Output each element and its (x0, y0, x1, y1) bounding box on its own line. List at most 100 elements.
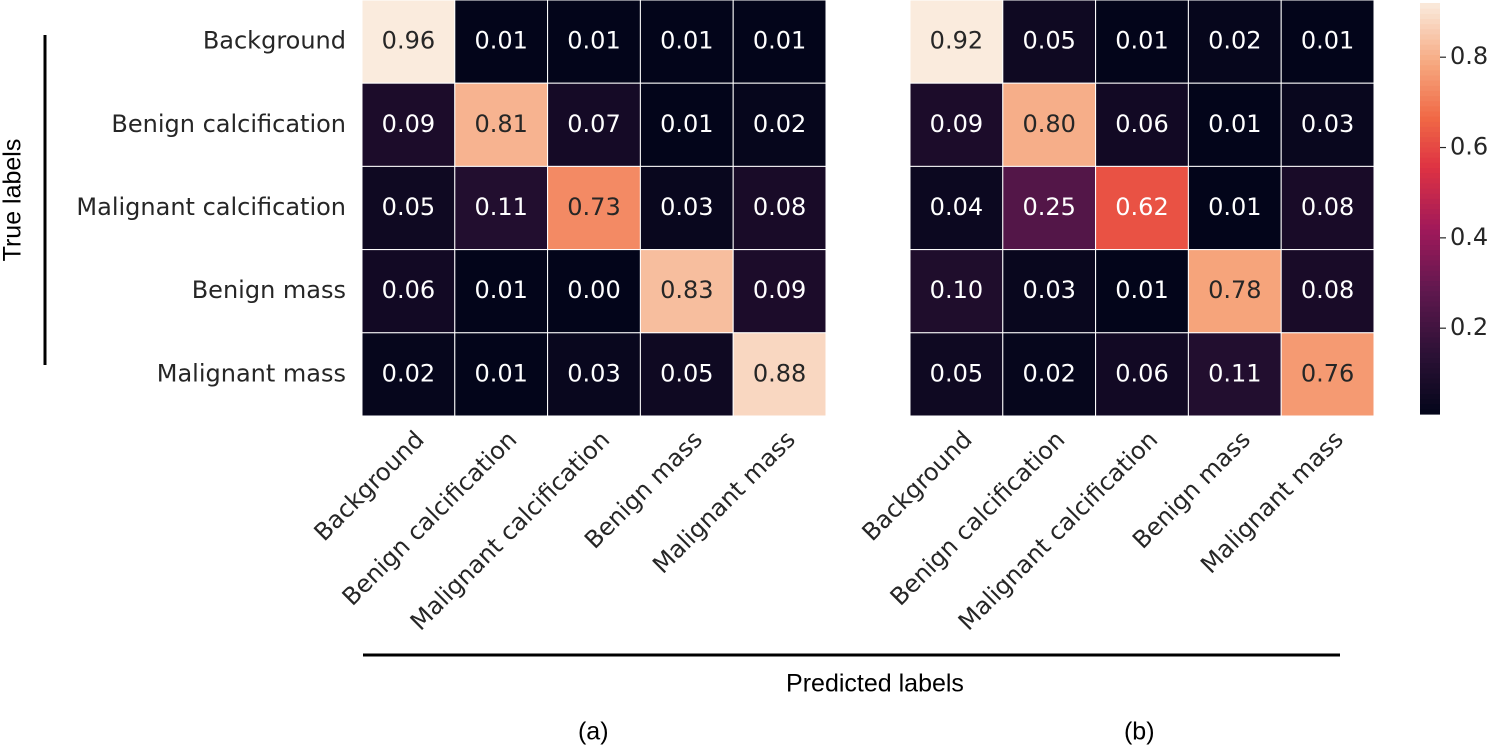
heatmap-cell (1095, 82, 1189, 167)
colorbar-step (1420, 306, 1440, 312)
cell-label: 0.01 (474, 359, 527, 387)
colorbar-tick-label: 0.2 (1450, 313, 1488, 341)
cell-label: 0.62 (1115, 193, 1168, 221)
heatmap-cell (1187, 332, 1282, 417)
heatmap-cell (454, 249, 549, 334)
colorbar-tick-label: 0.8 (1450, 42, 1488, 70)
heatmap-cell (1280, 249, 1375, 334)
colorbar-step (1420, 105, 1440, 112)
colorbar-step (1420, 23, 1440, 30)
colorbar-step (1420, 85, 1440, 91)
colorbar-step (1420, 172, 1440, 179)
heatmap-cell (732, 332, 827, 417)
colorbar-step (1420, 300, 1440, 307)
cell-label: 0.73 (567, 193, 620, 221)
heatmap-cell (909, 165, 1004, 251)
heatmap-cell (639, 332, 734, 417)
cell-label: 0.02 (1208, 27, 1261, 55)
cell-label: 0.05 (930, 359, 983, 387)
cell-label: 0.01 (1115, 27, 1168, 55)
colorbar-step (1420, 33, 1440, 40)
cell-label: 0.96 (382, 27, 435, 55)
heatmap-cell (547, 249, 641, 334)
cell-label: 0.01 (1208, 110, 1261, 138)
colorbar-step (1420, 218, 1440, 225)
cell-label: 0.05 (660, 359, 713, 387)
colorbar-step (1420, 367, 1440, 374)
cell-label: 0.01 (474, 276, 527, 304)
cell-label: 0.03 (660, 193, 713, 221)
caption: (a) (578, 718, 609, 746)
heatmap-cell (909, 82, 1004, 167)
colorbar-step (1420, 136, 1440, 143)
cell-label: 0.80 (1022, 110, 1075, 138)
heatmap-cell (732, 249, 827, 334)
colorbar-step (1420, 259, 1440, 266)
colorbar-step (1420, 121, 1440, 127)
heatmap-cell (547, 82, 641, 167)
heatmap-cell (1187, 249, 1282, 334)
colorbar-step (1420, 408, 1440, 415)
caption: (b) (1124, 718, 1155, 746)
heatmap-cell (639, 82, 734, 167)
cell-label: 0.02 (382, 359, 435, 387)
colorbar-step (1420, 177, 1440, 184)
colorbar-step (1420, 352, 1440, 359)
colorbar-step (1420, 193, 1440, 199)
cell-label: 0.81 (474, 110, 527, 138)
heatmap-cell (1095, 249, 1189, 334)
colorbar-step (1420, 213, 1440, 220)
heatmap-cell (547, 332, 641, 417)
cell-label: 0.11 (474, 193, 527, 221)
colorbar-step (1420, 290, 1440, 297)
cell-label: 0.03 (1022, 276, 1075, 304)
cell-label: 0.11 (1208, 359, 1261, 387)
cell-label: 0.04 (930, 193, 983, 221)
colorbar-step (1420, 131, 1440, 138)
cell-label: 0.00 (567, 276, 620, 304)
cell-label: 0.08 (1301, 276, 1354, 304)
colorbar-step (1420, 378, 1440, 384)
colorbar-step (1420, 280, 1440, 287)
colorbar-step (1420, 3, 1440, 9)
cell-label: 0.09 (753, 276, 806, 304)
colorbar-step (1420, 265, 1440, 271)
cell-label: 0.07 (567, 110, 620, 138)
colorbar-step (1420, 336, 1440, 343)
colorbar-step (1420, 90, 1440, 97)
colorbar-step (1420, 187, 1440, 194)
heatmap-cell (1187, 0, 1282, 84)
colorbar-step (1420, 54, 1440, 61)
heatmap-cell (1095, 165, 1189, 251)
y-tick-label: Benign calcification (111, 110, 346, 138)
cell-label: 0.06 (1115, 359, 1168, 387)
cell-label: 0.03 (567, 359, 620, 387)
y-axis-label: True labels (0, 139, 27, 262)
y-tick-label: Benign mass (192, 276, 346, 304)
colorbar-step (1420, 254, 1440, 261)
colorbar-step (1420, 151, 1440, 158)
colorbar-step (1420, 249, 1440, 256)
heatmap-cell (361, 0, 456, 84)
y-tick-label: Background (203, 27, 346, 55)
colorbar-step (1420, 203, 1440, 210)
colorbar-step (1420, 403, 1440, 410)
colorbar-step (1420, 388, 1440, 395)
colorbar-step (1420, 44, 1440, 50)
heatmap-cell (1280, 165, 1375, 251)
cell-label: 0.25 (1022, 193, 1075, 221)
heatmap-cell (1095, 332, 1189, 417)
heatmap-cell (361, 165, 456, 251)
heatmap-cell (1280, 82, 1375, 167)
colorbar-step (1420, 223, 1440, 230)
cell-label: 0.05 (382, 193, 435, 221)
cell-label: 0.01 (660, 27, 713, 55)
colorbar-step (1420, 116, 1440, 122)
y-tick-label: Malignant calcification (76, 193, 346, 221)
cell-label: 0.01 (1301, 27, 1354, 55)
colorbar-step (1420, 59, 1440, 66)
heatmap-cell (909, 332, 1004, 417)
cell-label: 0.78 (1208, 276, 1261, 304)
cell-label: 0.06 (382, 276, 435, 304)
